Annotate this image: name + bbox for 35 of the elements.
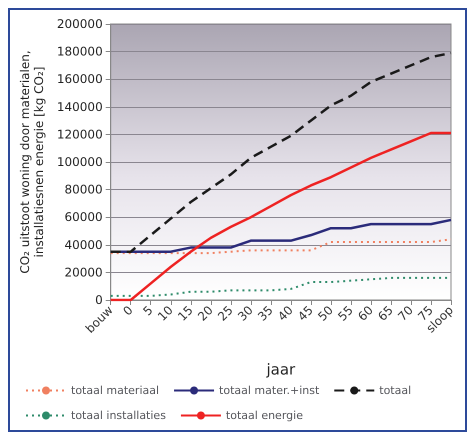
y-tick-label: 20000 [64, 265, 103, 280]
x-tick-label: 0 [120, 303, 136, 318]
y-tick-label: 80000 [64, 182, 103, 197]
x-tick-label: 20 [195, 303, 216, 324]
x-tick-label: 40 [275, 303, 296, 324]
x-tick-label: 70 [395, 303, 416, 324]
x-tick-label: 65 [375, 303, 396, 324]
x-tick-label: 60 [355, 303, 376, 324]
legend-label: totaal mater.+inst [219, 384, 320, 397]
legend-label: totaal [379, 384, 412, 397]
y-tick-label: 0 [95, 293, 103, 307]
y-tick-label: 60000 [64, 210, 103, 224]
legend-label: totaal installaties [71, 409, 166, 422]
x-tick-label: 10 [155, 303, 176, 324]
y-tick-label: 160000 [56, 72, 103, 86]
line-series [109, 52, 452, 253]
x-tick-label: 30 [235, 303, 256, 324]
legend-label: totaal energie [226, 409, 304, 422]
x-tick-label: 25 [215, 303, 236, 324]
x-tick-label: 50 [315, 303, 336, 324]
legend-label: totaal materiaal [71, 384, 160, 397]
y-tick-label: 100000 [56, 155, 103, 169]
y-tick-label: 140000 [56, 100, 103, 114]
y-tick-label: 120000 [56, 127, 103, 142]
y-axis-title: CO₂ uitstoot woning door materialen, installatiesnen energie [kg CO₂] [18, 50, 46, 274]
x-axis-title: jaar [265, 360, 296, 378]
line-series [110, 238, 452, 254]
y-tick-label: 200000 [56, 17, 103, 31]
x-tick-label: 5 [140, 303, 156, 318]
x-tick-label: 45 [295, 303, 316, 324]
y-tick-label: 180000 [56, 44, 103, 59]
x-tick-label: 55 [335, 303, 356, 324]
x-tick-label: 35 [255, 303, 276, 324]
y-tick-label: 40000 [64, 238, 103, 252]
x-tick-label: 15 [175, 303, 196, 324]
